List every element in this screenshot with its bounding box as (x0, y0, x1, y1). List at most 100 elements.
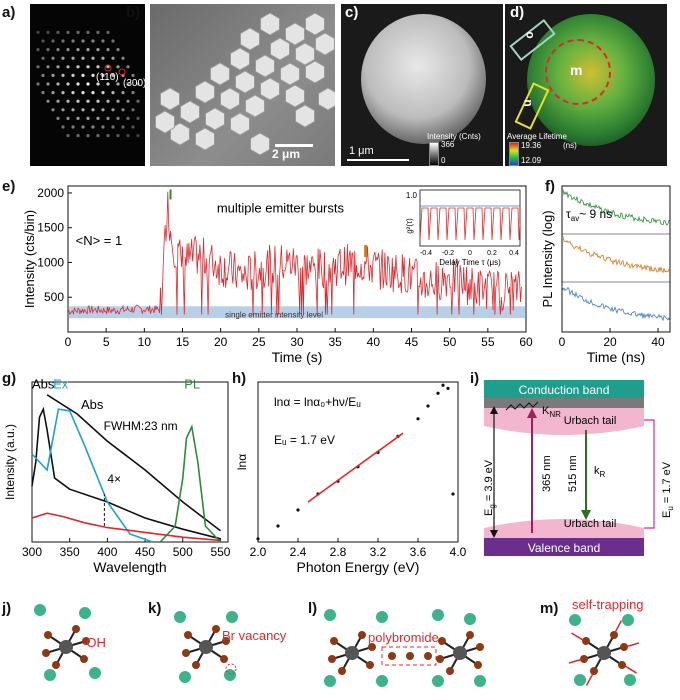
eu-label: Eu = 1.7 eV (661, 461, 675, 518)
panel-g-chart: 300 350 400 450 500 550 Wavelength Intensity (a… (3, 376, 231, 575)
diffraction-spot (136, 99, 140, 103)
lifetime-colorbar-max: 19.36 (521, 141, 542, 150)
g2-inset-frame (419, 189, 521, 247)
diffraction-spot (41, 56, 45, 60)
diffraction-spot (66, 65, 70, 69)
diffraction-spot (101, 108, 105, 112)
diffraction-spot (56, 99, 60, 103)
diffraction-spot (136, 82, 140, 86)
j-bromide-atom (72, 625, 80, 633)
br-vacancy-marker (225, 663, 237, 675)
decay-trace-blue (561, 285, 671, 322)
knr-arrow (505, 401, 539, 411)
diffraction-spot (96, 134, 100, 138)
g-xtick-label: 500 (173, 545, 193, 559)
k-bromide-atom (184, 631, 192, 639)
diffraction-spot (46, 65, 50, 69)
diffraction-spot (66, 82, 70, 86)
j-bromide-atom (52, 661, 60, 669)
eg-label: Eg = 3.9 eV (483, 459, 497, 516)
lifetime-colorbar-min: 12.09 (521, 156, 542, 165)
diffraction-spot (36, 82, 40, 86)
decay-trace-orange (561, 235, 671, 274)
m-bromide-atom (582, 637, 590, 645)
pl-label: PL (184, 376, 200, 391)
diffraction-spot (76, 99, 80, 103)
valence-band (484, 538, 644, 556)
sem-hexagon-crystal (230, 112, 250, 136)
diffraction-spot (96, 65, 100, 69)
l-bromide-atom (436, 655, 444, 663)
l-cation (464, 613, 476, 625)
m-bromide-atom (580, 655, 588, 663)
conduction-band (484, 380, 644, 398)
mult-label: 4× (107, 472, 121, 486)
diffraction-spot (111, 56, 115, 60)
l-bromide-atom (476, 643, 484, 651)
abs-label: Abs (32, 376, 55, 391)
sem-hexagon-crystal (230, 47, 250, 71)
urbach-tail-bottom-label: Urbach tail (564, 518, 617, 530)
kr-label: kR (594, 465, 606, 479)
urbach-point (441, 383, 445, 387)
self-trapping-arrow (614, 620, 623, 633)
g2-inset-xtick: -0.4 (420, 250, 432, 257)
diffraction-spot (136, 116, 140, 120)
g2-inset-xtick: 0 (468, 250, 472, 257)
diffraction-spot (101, 73, 105, 77)
m-bromide-atom (610, 631, 618, 639)
k-bromide-atom (212, 625, 220, 633)
g-xtick-label: 300 (22, 545, 42, 559)
bursts-annotation: multiple emitter bursts (217, 200, 345, 215)
panel-c-intensity-map: 1 μm Intensity (Cnts) 366 0 (341, 4, 503, 166)
diffraction-spot (131, 125, 135, 129)
f-xtick-label: 40 (651, 335, 665, 349)
l-bromide-atom (466, 631, 474, 639)
g-xtick-label: 400 (97, 545, 117, 559)
crystal-intensity-blob (361, 14, 486, 144)
ex-label: Ex (53, 376, 69, 391)
diffraction-spot (81, 125, 85, 129)
sem-hexagon-crystal (285, 84, 305, 108)
self-trapping-arrow (585, 673, 594, 686)
diffraction-spot (96, 99, 100, 103)
urbach-point (416, 417, 420, 421)
diffraction-spot (66, 48, 70, 52)
diffraction-spot (91, 91, 95, 95)
diffraction-spot (81, 73, 85, 77)
sem-hexagon-crystal (180, 100, 200, 124)
diffraction-spot (51, 39, 55, 43)
l-bromide-atom (338, 667, 346, 675)
e-xtick-label: 55 (481, 335, 495, 349)
g-xlabel: Wavelength (93, 559, 166, 575)
diffraction-spot (121, 91, 125, 95)
l-cation (376, 675, 388, 687)
diffraction-spot (96, 82, 100, 86)
diffraction-spot (86, 116, 90, 120)
abs-tail-curve (31, 512, 221, 542)
diffraction-spot (71, 108, 75, 112)
diffraction-spot (101, 91, 105, 95)
diffraction-spot (41, 73, 45, 77)
panel-b-label: b) (126, 4, 141, 21)
h-ylabel: lnα (235, 454, 249, 470)
panel-d-label: d) (510, 4, 525, 21)
urbach-eu-label: Eᵤ = 1.7 eV (274, 433, 335, 447)
urbach-tail-top-label: Urbach tail (564, 415, 617, 427)
sem-hexagon-crystal (220, 87, 240, 111)
diffraction-spot (46, 30, 50, 34)
e-xtick-label: 60 (519, 335, 533, 349)
diffraction-spot (86, 30, 90, 34)
j-bromide-atom (44, 631, 52, 639)
region-o-label: o (523, 31, 538, 39)
urbach-fit-line (307, 432, 404, 503)
scale-bar-b-label: 2 μm (272, 147, 301, 161)
e-xlabel: Time (s) (272, 349, 323, 365)
diffraction-spot (101, 56, 105, 60)
diffraction-spot (81, 91, 85, 95)
diffraction-spot (36, 30, 40, 34)
f-ylabel: PL Intensity (log) (540, 210, 555, 307)
m-cation (622, 614, 634, 626)
sem-hexagon-crystal (210, 62, 230, 86)
polybromide-atom (406, 652, 414, 660)
